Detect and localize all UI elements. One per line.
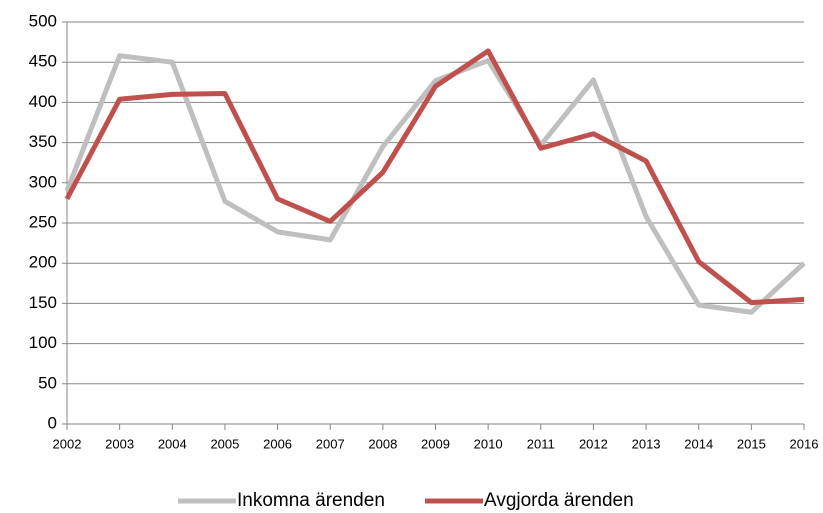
y-tick-label: 500: [29, 11, 57, 30]
x-tick-label: 2015: [737, 436, 766, 451]
y-tick-label: 350: [29, 132, 57, 151]
x-tick-label: 2011: [527, 436, 555, 451]
y-tick-label: 150: [29, 293, 57, 312]
x-tick-label: 2006: [263, 436, 292, 451]
x-tick-label: 2016: [790, 436, 819, 451]
x-tick-label: 2008: [368, 436, 397, 451]
x-tick-label: 2007: [316, 436, 345, 451]
y-tick-label: 50: [38, 373, 57, 392]
legend-label: Avgjorda ärenden: [484, 490, 634, 511]
line: [64, 53, 806, 315]
x-tick-label: 2014: [684, 436, 713, 451]
x-tick-label: 2004: [158, 436, 187, 451]
y-tick-label: 450: [29, 52, 57, 71]
y-tick-label: 300: [29, 172, 57, 191]
y-tick-label: 250: [29, 212, 57, 231]
y-tick-label: 100: [29, 333, 57, 352]
y-tick-label: 400: [29, 92, 57, 111]
x-tick-label: 2012: [579, 436, 608, 451]
y-tick-label: 0: [48, 413, 57, 432]
x-tick-label: 2013: [632, 436, 661, 451]
x-tick-label: 2009: [421, 436, 450, 451]
x-tick-label: 2005: [210, 436, 239, 451]
x-tick-label: 2003: [105, 436, 134, 451]
y-tick-label: 200: [29, 253, 57, 272]
legend-label: Inkomna ärenden: [237, 490, 385, 511]
line: [64, 48, 805, 306]
x-tick-label: 2010: [474, 436, 503, 451]
x-tick-label: 2002: [53, 436, 82, 451]
